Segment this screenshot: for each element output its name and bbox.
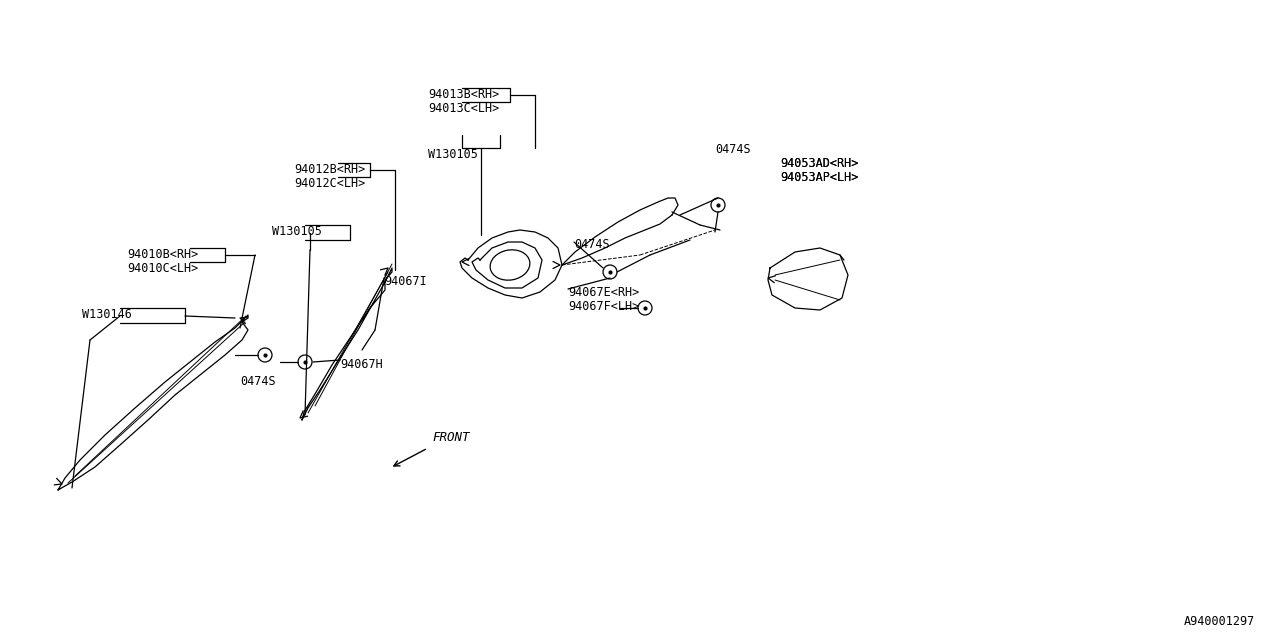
Text: 94010B<RH>: 94010B<RH> — [127, 248, 198, 261]
Text: 0474S: 0474S — [241, 375, 275, 388]
Text: 94013C<LH>: 94013C<LH> — [428, 102, 499, 115]
Text: 94013B<RH>: 94013B<RH> — [428, 88, 499, 101]
Text: 94053AP<LH>: 94053AP<LH> — [780, 171, 859, 184]
Text: 94012C<LH>: 94012C<LH> — [294, 177, 365, 190]
Text: W130105: W130105 — [428, 148, 477, 161]
Text: 94067F<LH>: 94067F<LH> — [568, 300, 639, 313]
Text: W130105: W130105 — [273, 225, 321, 238]
Text: 94067I: 94067I — [384, 275, 426, 288]
Text: 94010C<LH>: 94010C<LH> — [127, 262, 198, 275]
Text: 0474S: 0474S — [573, 238, 609, 251]
Text: 94012B<RH>: 94012B<RH> — [294, 163, 365, 176]
Text: 94067E<RH>: 94067E<RH> — [568, 286, 639, 299]
Text: 94053AD<RH>: 94053AD<RH> — [780, 157, 859, 170]
Text: W130146: W130146 — [82, 308, 132, 321]
Text: 94053AP<LH>: 94053AP<LH> — [780, 171, 859, 184]
Text: 94067H: 94067H — [340, 358, 383, 371]
Text: A940001297: A940001297 — [1184, 615, 1254, 628]
Text: FRONT: FRONT — [433, 431, 470, 444]
Text: 94053AD<RH>: 94053AD<RH> — [780, 157, 859, 170]
Text: 0474S: 0474S — [716, 143, 750, 156]
